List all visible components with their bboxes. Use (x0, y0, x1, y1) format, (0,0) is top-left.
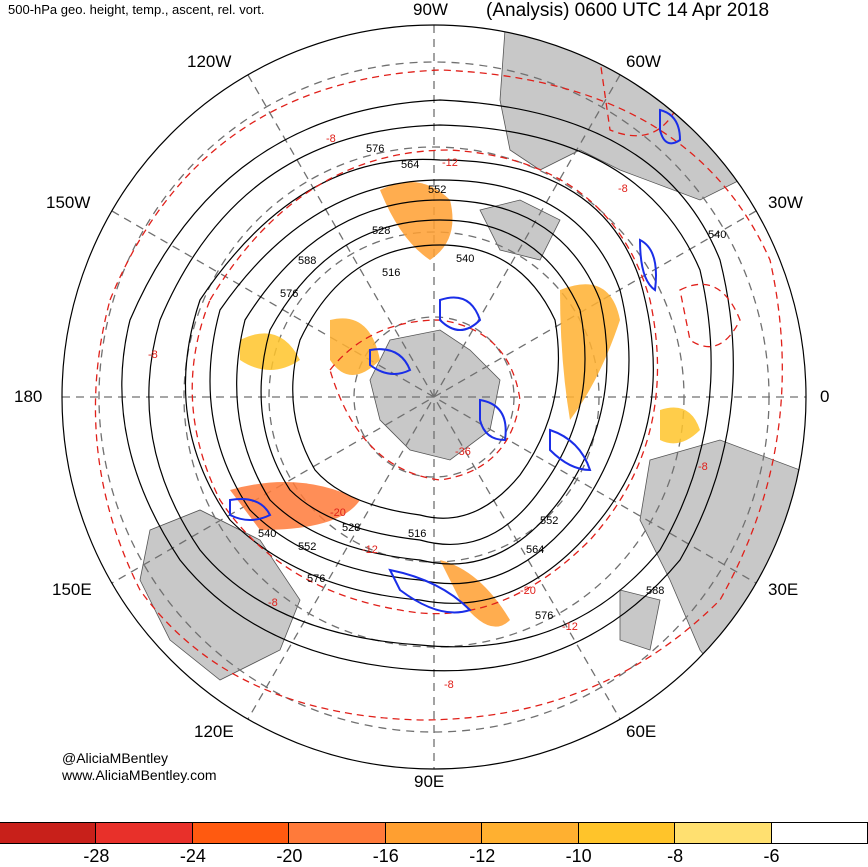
colorbar (0, 822, 868, 844)
temp-label: -8 (444, 679, 454, 691)
temp-label: -8 (268, 597, 278, 609)
height-contours (121, 99, 734, 672)
temp-label: -8 (148, 349, 158, 361)
hgt-label: 588 (646, 585, 664, 597)
colorbar-cell (95, 822, 193, 844)
colorbar-tick-label: -12 (469, 846, 496, 866)
temp-label: -20 (520, 585, 536, 597)
hgt-label: 552 (540, 515, 558, 527)
lon-label-30w: 30W (768, 193, 803, 212)
colorbar-tick-label: -10 (565, 846, 592, 866)
lon-label-90w: 90W (413, 0, 448, 19)
land-africa (639, 439, 806, 701)
hgt-label: 576 (307, 573, 325, 585)
temp-label: -8 (698, 461, 708, 473)
lon-label-90e: 90E (414, 772, 445, 791)
map-boundary (61, 24, 807, 770)
temp-label: -8 (326, 133, 336, 145)
credit-block: @AliciaMBentley www.AliciaMBentley.com (62, 750, 217, 784)
lon-label-60w: 60W (626, 52, 661, 71)
colorbar-tick-label: -28 (83, 846, 110, 866)
hgt-label: 528 (372, 225, 390, 237)
colorbar-tick-label: -8 (667, 846, 684, 866)
lon-label-0: 0 (820, 387, 830, 406)
height-contour-labels: 576 564 552 528 540 588 516 576 540 528 … (258, 143, 726, 622)
meridians (62, 25, 806, 769)
temp-label: -12 (362, 544, 378, 556)
temp-label: -36 (455, 446, 471, 458)
vorticity-contours (229, 108, 682, 614)
hgt-label: 576 (366, 143, 384, 155)
lon-label-180: 180 (14, 387, 43, 406)
temp-label: -12 (442, 157, 458, 169)
colorbar-cell (288, 822, 386, 844)
hgt-label: 564 (526, 544, 544, 556)
map-title-left: 500-hPa geo. height, temp., ascent, rel.… (8, 2, 265, 17)
map-title-right: (Analysis) 0600 UTC 14 Apr 2018 (486, 0, 770, 21)
hgt-label: 540 (456, 253, 474, 265)
hgt-label: 516 (382, 267, 400, 279)
temp-label: -8 (618, 183, 628, 195)
hgt-label: 552 (428, 184, 446, 196)
land-arabia-india (619, 589, 661, 651)
colorbar-tick-label: -20 (276, 846, 303, 866)
credit-site: www.AliciaMBentley.com (62, 767, 217, 783)
lon-label-120e: 120E (194, 722, 234, 741)
colorbar-cell (770, 822, 868, 844)
lon-label-150e: 150E (52, 580, 92, 599)
temperature-contour-labels: -8 -12 -8 -36 -20 -12 -8 -8 -8 -12 -20 -… (148, 133, 708, 691)
hgt-label: 576 (535, 610, 553, 622)
credit-handle: @AliciaMBentley (62, 750, 169, 766)
colorbar-cell (384, 822, 483, 844)
temp-label: -20 (330, 507, 346, 519)
hgt-label: 552 (298, 541, 316, 553)
colorbar-cell (674, 822, 772, 844)
hgt-label: 516 (408, 528, 426, 540)
lon-label-30e: 30E (768, 580, 799, 599)
hgt-label: 576 (280, 288, 298, 300)
lon-label-60e: 60E (626, 722, 657, 741)
temp-label: -12 (562, 621, 578, 633)
land-arctic-canada (479, 199, 561, 261)
colorbar-tick-label: -24 (179, 846, 206, 866)
colorbar-cell (0, 822, 97, 844)
hgt-label: 540 (258, 528, 276, 540)
colorbar-cell (577, 822, 676, 844)
colorbar-cell (481, 822, 579, 844)
hgt-label: 588 (298, 255, 316, 267)
hgt-label: 540 (708, 229, 726, 241)
hgt-label: 564 (401, 159, 419, 171)
lon-label-120w: 120W (187, 52, 232, 71)
colorbar-cell (191, 822, 290, 844)
colorbar-tick-label: -6 (763, 846, 780, 866)
colorbar-tick-label: -16 (372, 846, 399, 866)
hgt-label: 528 (342, 522, 360, 534)
lon-label-150w: 150W (46, 193, 91, 212)
